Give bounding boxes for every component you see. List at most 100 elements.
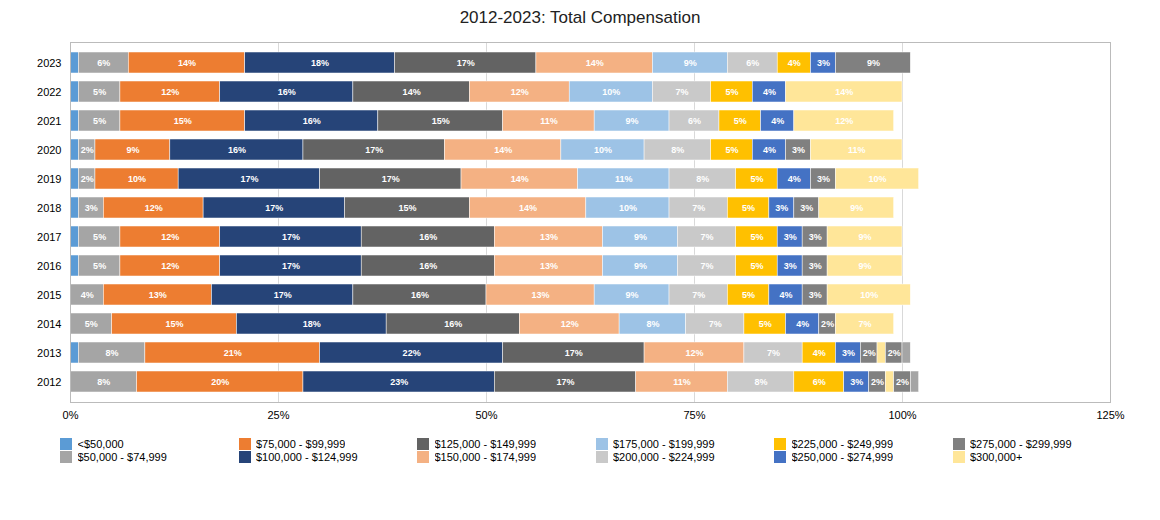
svg-text:16%: 16% xyxy=(278,87,296,97)
svg-text:15%: 15% xyxy=(174,116,192,126)
svg-text:2012: 2012 xyxy=(37,376,61,388)
svg-text:14%: 14% xyxy=(403,87,421,97)
svg-text:5%: 5% xyxy=(85,319,98,329)
svg-text:5%: 5% xyxy=(93,116,106,126)
svg-text:4%: 4% xyxy=(771,116,784,126)
svg-text:16%: 16% xyxy=(444,319,462,329)
svg-text:5%: 5% xyxy=(725,145,738,155)
svg-text:2%: 2% xyxy=(821,319,834,329)
svg-text:12%: 12% xyxy=(511,87,529,97)
svg-text:5%: 5% xyxy=(742,203,755,213)
svg-text:9%: 9% xyxy=(634,261,647,271)
svg-text:18%: 18% xyxy=(303,319,321,329)
svg-text:4%: 4% xyxy=(81,290,94,300)
svg-text:5%: 5% xyxy=(750,174,763,184)
svg-text:5%: 5% xyxy=(725,87,738,97)
svg-text:14%: 14% xyxy=(178,58,196,68)
svg-text:9%: 9% xyxy=(634,232,647,242)
svg-text:75%: 75% xyxy=(683,409,705,421)
svg-text:2019: 2019 xyxy=(37,173,61,185)
svg-text:8%: 8% xyxy=(97,377,110,387)
svg-text:10%: 10% xyxy=(594,145,612,155)
svg-text:2020: 2020 xyxy=(37,144,61,156)
svg-text:3%: 3% xyxy=(85,203,98,213)
svg-text:2014: 2014 xyxy=(37,318,61,330)
svg-text:11%: 11% xyxy=(615,174,633,184)
svg-text:9%: 9% xyxy=(859,261,872,271)
svg-text:7%: 7% xyxy=(692,290,705,300)
svg-text:7%: 7% xyxy=(676,87,689,97)
svg-text:4%: 4% xyxy=(788,174,801,184)
svg-text:2015: 2015 xyxy=(37,289,61,301)
svg-text:10%: 10% xyxy=(619,203,637,213)
svg-text:9%: 9% xyxy=(684,58,697,68)
svg-text:10%: 10% xyxy=(602,87,620,97)
svg-text:8%: 8% xyxy=(106,348,119,358)
svg-text:4%: 4% xyxy=(788,58,801,68)
svg-text:9%: 9% xyxy=(626,116,639,126)
svg-text:3%: 3% xyxy=(809,290,822,300)
svg-text:8%: 8% xyxy=(671,145,684,155)
svg-text:2022: 2022 xyxy=(37,86,61,98)
svg-text:16%: 16% xyxy=(303,116,321,126)
svg-text:9%: 9% xyxy=(626,290,639,300)
svg-text:12%: 12% xyxy=(161,87,179,97)
svg-text:3%: 3% xyxy=(784,232,797,242)
svg-text:16%: 16% xyxy=(228,145,246,155)
svg-text:3%: 3% xyxy=(775,203,788,213)
svg-text:12%: 12% xyxy=(835,116,853,126)
svg-text:6%: 6% xyxy=(688,116,701,126)
svg-text:12%: 12% xyxy=(161,261,179,271)
svg-text:17%: 17% xyxy=(565,348,583,358)
svg-text:12%: 12% xyxy=(161,232,179,242)
svg-text:16%: 16% xyxy=(419,232,437,242)
svg-text:3%: 3% xyxy=(817,58,830,68)
svg-text:2%: 2% xyxy=(888,348,901,358)
svg-text:3%: 3% xyxy=(800,203,813,213)
svg-text:2%: 2% xyxy=(896,377,909,387)
svg-text:5%: 5% xyxy=(750,232,763,242)
svg-text:17%: 17% xyxy=(282,261,300,271)
svg-text:6%: 6% xyxy=(746,58,759,68)
svg-text:4%: 4% xyxy=(813,348,826,358)
svg-text:13%: 13% xyxy=(532,290,550,300)
svg-text:10%: 10% xyxy=(860,290,878,300)
svg-text:2016: 2016 xyxy=(37,260,61,272)
svg-text:0%: 0% xyxy=(63,409,79,421)
svg-text:5%: 5% xyxy=(93,261,106,271)
svg-text:15%: 15% xyxy=(165,319,183,329)
svg-text:5%: 5% xyxy=(742,290,755,300)
svg-text:125%: 125% xyxy=(1096,409,1124,421)
svg-text:2021: 2021 xyxy=(37,115,61,127)
svg-text:6%: 6% xyxy=(97,58,110,68)
svg-text:18%: 18% xyxy=(311,58,329,68)
svg-text:14%: 14% xyxy=(586,58,604,68)
svg-text:5%: 5% xyxy=(750,261,763,271)
svg-text:2013: 2013 xyxy=(37,347,61,359)
svg-text:14%: 14% xyxy=(519,203,537,213)
svg-text:9%: 9% xyxy=(859,232,872,242)
svg-text:8%: 8% xyxy=(755,377,768,387)
svg-text:14%: 14% xyxy=(511,174,529,184)
svg-text:5%: 5% xyxy=(759,319,772,329)
svg-text:7%: 7% xyxy=(767,348,780,358)
svg-text:3%: 3% xyxy=(850,377,863,387)
svg-text:8%: 8% xyxy=(646,319,659,329)
svg-text:21%: 21% xyxy=(224,348,242,358)
svg-text:2%: 2% xyxy=(81,174,94,184)
svg-text:8%: 8% xyxy=(696,174,709,184)
svg-text:9%: 9% xyxy=(850,203,863,213)
svg-text:2%: 2% xyxy=(81,145,94,155)
svg-text:3%: 3% xyxy=(842,348,855,358)
svg-text:9%: 9% xyxy=(126,145,139,155)
svg-text:50%: 50% xyxy=(475,409,497,421)
svg-text:12%: 12% xyxy=(685,348,703,358)
svg-text:2%: 2% xyxy=(871,377,884,387)
svg-text:17%: 17% xyxy=(365,145,383,155)
svg-text:3%: 3% xyxy=(809,232,822,242)
svg-text:10%: 10% xyxy=(869,174,887,184)
svg-text:2018: 2018 xyxy=(37,202,61,214)
svg-text:3%: 3% xyxy=(792,145,805,155)
svg-text:7%: 7% xyxy=(692,203,705,213)
svg-text:6%: 6% xyxy=(813,377,826,387)
